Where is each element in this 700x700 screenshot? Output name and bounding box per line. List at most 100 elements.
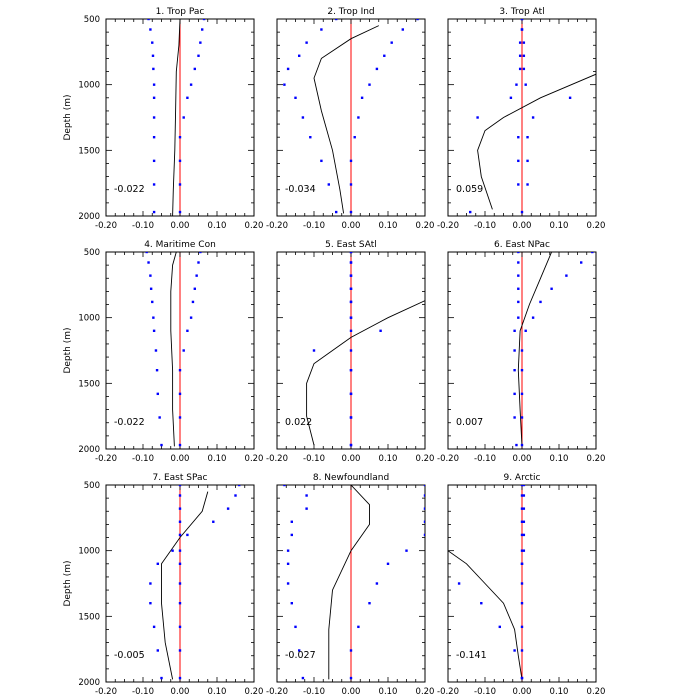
bound-dot-upper — [199, 41, 202, 44]
bound-dot-upper — [524, 83, 527, 86]
bound-dot-upper — [349, 300, 353, 304]
data-region — [145, 252, 202, 447]
bound-dot-lower — [152, 83, 156, 86]
bound-dot-upper — [238, 485, 241, 487]
data-region — [469, 19, 596, 214]
x-tick-label: -0.20 — [437, 687, 459, 697]
y-tick-label: 500 — [84, 15, 100, 25]
bound-dot-upper — [520, 582, 524, 585]
bound-dot-upper — [182, 349, 185, 352]
x-tick-label: 0.00 — [171, 687, 190, 697]
bound-dot-lower — [149, 287, 153, 290]
bound-dot-lower — [517, 300, 520, 304]
bound-dot-lower — [290, 602, 293, 605]
bound-dot-upper — [189, 83, 193, 86]
bound-dot-upper — [383, 54, 386, 57]
bound-dot-lower — [158, 416, 161, 419]
bound-dot-upper — [531, 316, 535, 319]
x-tick-label: -0.20 — [437, 221, 459, 231]
x-tick-label: -0.20 — [266, 221, 288, 231]
bound-dot-lower — [147, 261, 150, 264]
x-tick-label: 0.10 — [208, 687, 227, 697]
bound-dot-upper — [591, 252, 594, 254]
bound-dot-lower — [515, 83, 518, 86]
bound-dot-lower — [178, 507, 182, 510]
bound-dot-upper — [357, 116, 360, 119]
bound-dot-upper — [520, 392, 524, 396]
correlation-label: -0.027 — [285, 650, 316, 661]
y-tick-label: 500 — [84, 481, 100, 491]
bound-dot-lower — [305, 507, 308, 510]
bound-dot-lower — [513, 329, 516, 332]
bound-dot-upper — [524, 329, 527, 332]
bound-dot-lower — [349, 329, 353, 332]
x-tick-label: -0.10 — [474, 221, 496, 231]
bound-dot-upper — [201, 28, 204, 31]
bound-dot-lower — [513, 369, 516, 372]
bound-dot-upper — [520, 625, 524, 629]
bound-dot-upper — [368, 602, 371, 605]
bound-dot-upper — [178, 210, 182, 214]
x-tick-label: -0.20 — [95, 687, 117, 697]
bound-dot-upper — [191, 300, 195, 304]
x-tick-label: -0.10 — [303, 454, 325, 464]
bound-dot-lower — [152, 136, 156, 139]
bound-dot-lower — [152, 625, 156, 629]
bound-dot-upper — [520, 562, 524, 565]
bound-dot-upper — [197, 261, 200, 264]
bound-dot-lower — [149, 582, 152, 585]
correlation-label: -0.005 — [114, 650, 145, 661]
bound-dot-upper — [522, 520, 526, 523]
bound-dot-upper — [405, 549, 408, 552]
bound-dot-lower — [151, 300, 154, 304]
bound-dot-upper — [522, 533, 526, 537]
bound-dot-upper — [178, 183, 182, 186]
bound-dot-lower — [513, 349, 516, 352]
bound-dot-lower — [152, 159, 156, 163]
correlation-label: -0.034 — [285, 184, 316, 195]
x-tick-label: 0.10 — [379, 687, 398, 697]
bound-dot-lower — [515, 443, 518, 447]
bound-dot-lower — [520, 520, 524, 523]
bound-dot-lower — [518, 41, 522, 44]
bound-dot-lower — [517, 316, 520, 319]
bound-dot-upper — [368, 83, 371, 86]
bound-dot-lower — [151, 41, 154, 44]
bound-dot-upper — [197, 54, 200, 57]
x-tick-label: -0.20 — [95, 454, 117, 464]
x-tick-label: 0.20 — [416, 221, 435, 231]
bound-dot-lower — [178, 494, 182, 497]
bound-dot-upper — [349, 274, 353, 277]
bound-dot-upper — [550, 287, 553, 290]
bound-dot-lower — [286, 67, 290, 71]
data-region — [448, 485, 526, 680]
x-tick-label: 0.10 — [550, 687, 569, 697]
bound-dot-upper — [178, 602, 182, 605]
bound-dot-upper — [522, 507, 526, 510]
bound-dot-lower — [469, 210, 472, 214]
y-tick-label: 500 — [84, 248, 100, 258]
bound-dot-upper — [520, 19, 524, 21]
bound-dot-upper — [522, 549, 526, 552]
bound-dot-upper — [178, 676, 182, 680]
profile-line — [313, 25, 379, 214]
bound-dot-upper — [182, 116, 185, 119]
bound-dot-upper — [349, 316, 353, 319]
bound-dot-upper — [226, 507, 230, 510]
bound-dot-upper — [349, 676, 353, 680]
x-tick-label: 0.10 — [379, 221, 398, 231]
y-tick-label: 2000 — [78, 445, 100, 455]
y-axis-label: Depth (m) — [63, 327, 73, 373]
data-region — [147, 19, 206, 216]
data-region — [306, 252, 425, 447]
panel-title: 6. East NPac — [494, 240, 550, 250]
bound-dot-lower — [480, 602, 483, 605]
x-tick-label: -0.10 — [132, 221, 154, 231]
bound-dot-upper — [522, 67, 526, 71]
bound-dot-lower — [517, 261, 520, 264]
y-tick-label: 2000 — [78, 212, 100, 222]
bound-dot-lower — [513, 416, 516, 419]
x-tick-label: -0.10 — [474, 687, 496, 697]
bound-dot-upper — [193, 67, 196, 71]
